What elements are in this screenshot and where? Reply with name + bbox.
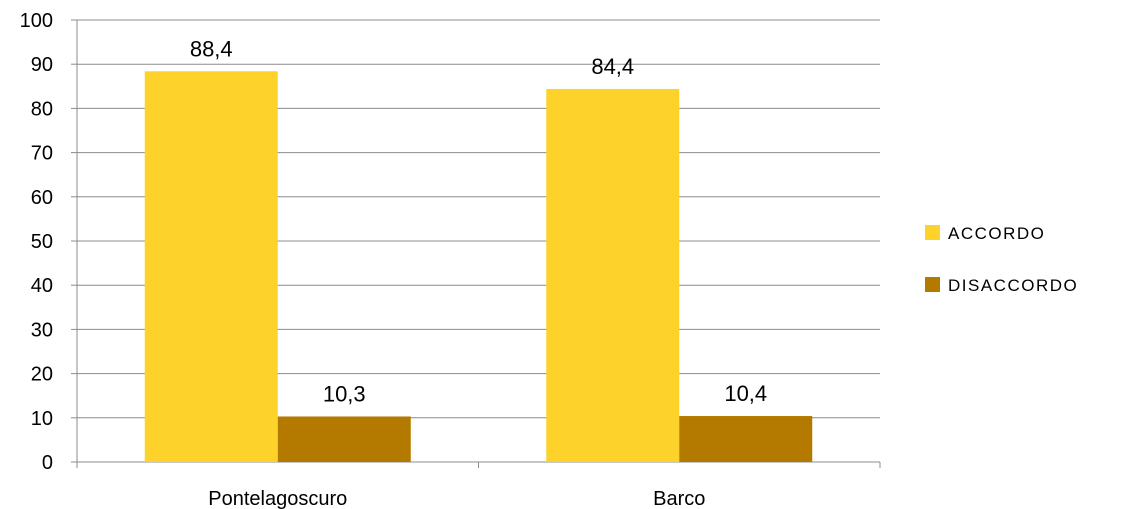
- y-tick-label: 80: [31, 98, 53, 120]
- bar-disaccordo-barco: [679, 416, 813, 462]
- y-tick-label: 50: [31, 231, 53, 253]
- data-labels: 88,4 10,3 84,4 10,4: [190, 36, 767, 406]
- legend-swatch: [925, 225, 940, 240]
- bar-disaccordo-pontelagoscuro: [277, 416, 411, 462]
- x-axis-labels: Pontelagoscuro Barco: [208, 488, 705, 509]
- y-tick-label: 90: [31, 54, 53, 76]
- y-tick-label: 10: [31, 408, 53, 430]
- legend-label: ACCORDO: [948, 224, 1045, 243]
- data-label: 84,4: [591, 54, 634, 79]
- y-tick-label: 60: [31, 187, 53, 209]
- x-category-label: Barco: [653, 488, 705, 509]
- y-tick-label: 40: [31, 275, 53, 297]
- data-label: 88,4: [190, 36, 233, 61]
- bar-accordo-pontelagoscuro: [144, 71, 278, 462]
- y-tick-label: 20: [31, 364, 53, 386]
- bar-accordo-barco: [546, 88, 680, 463]
- y-tick-label: 0: [42, 452, 53, 474]
- data-label: 10,4: [724, 381, 767, 406]
- bars: [144, 71, 813, 463]
- y-axis-ticks: 0 10 20 30 40 50 60 70 80 90 100: [20, 10, 77, 474]
- x-category-label: Pontelagoscuro: [208, 488, 347, 509]
- legend-label: DISACCORDO: [948, 276, 1078, 295]
- legend: ACCORDO DISACCORDO: [925, 224, 1078, 295]
- y-tick-label: 100: [20, 10, 53, 32]
- data-label: 10,3: [323, 381, 366, 406]
- y-tick-label: 30: [31, 319, 53, 341]
- legend-swatch: [925, 277, 940, 292]
- y-tick-label: 70: [31, 143, 53, 165]
